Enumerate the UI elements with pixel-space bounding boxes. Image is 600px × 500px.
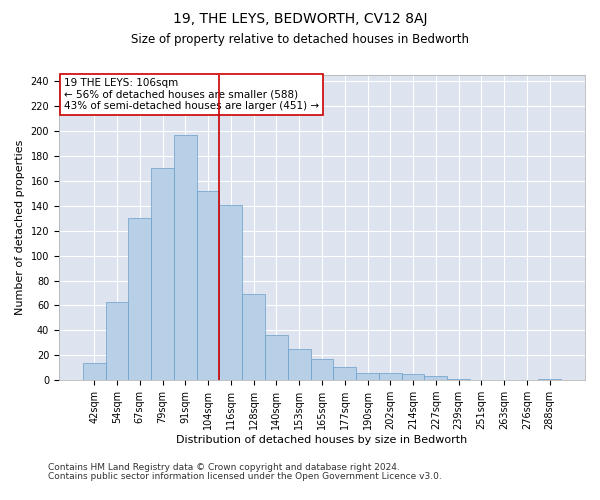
Bar xyxy=(242,294,265,380)
X-axis label: Distribution of detached houses by size in Bedworth: Distribution of detached houses by size … xyxy=(176,435,467,445)
Bar xyxy=(265,336,288,380)
Text: 19, THE LEYS, BEDWORTH, CV12 8AJ: 19, THE LEYS, BEDWORTH, CV12 8AJ xyxy=(173,12,427,26)
Bar xyxy=(83,363,106,380)
Text: Size of property relative to detached houses in Bedworth: Size of property relative to detached ho… xyxy=(131,32,469,46)
Bar xyxy=(128,218,151,380)
Bar xyxy=(288,349,311,380)
Text: Contains HM Land Registry data © Crown copyright and database right 2024.: Contains HM Land Registry data © Crown c… xyxy=(48,464,400,472)
Bar xyxy=(151,168,174,380)
Bar xyxy=(447,379,470,380)
Text: 19 THE LEYS: 106sqm
← 56% of detached houses are smaller (588)
43% of semi-detac: 19 THE LEYS: 106sqm ← 56% of detached ho… xyxy=(64,78,319,112)
Y-axis label: Number of detached properties: Number of detached properties xyxy=(15,140,25,316)
Bar xyxy=(538,379,561,380)
Bar xyxy=(401,374,424,380)
Bar xyxy=(379,372,401,380)
Bar xyxy=(197,191,220,380)
Bar xyxy=(106,302,128,380)
Bar xyxy=(334,366,356,380)
Bar xyxy=(424,376,447,380)
Text: Contains public sector information licensed under the Open Government Licence v3: Contains public sector information licen… xyxy=(48,472,442,481)
Bar xyxy=(356,372,379,380)
Bar xyxy=(311,359,334,380)
Bar xyxy=(174,135,197,380)
Bar xyxy=(220,204,242,380)
